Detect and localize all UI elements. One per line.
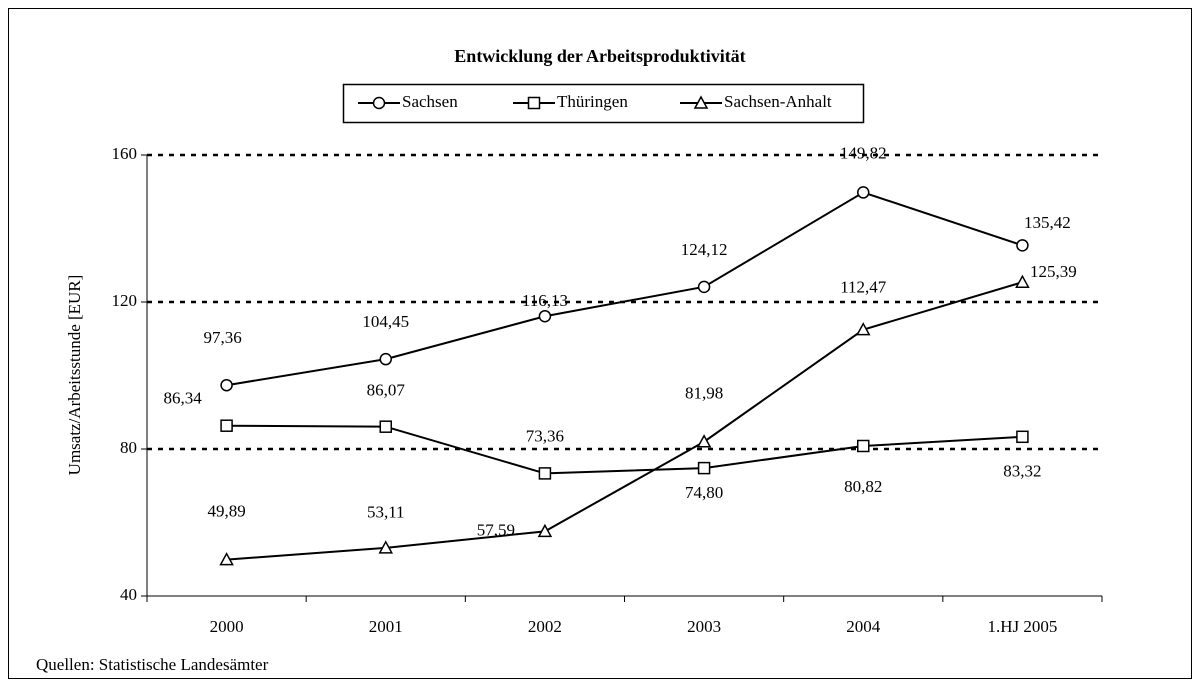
data-label: 124,12: [681, 240, 728, 259]
data-label: 49,89: [207, 502, 245, 521]
point-marker: [379, 352, 392, 366]
data-label: 149,82: [840, 143, 887, 162]
point-marker: [857, 439, 870, 453]
point-marker: [220, 378, 233, 392]
data-label: 86,07: [367, 381, 406, 400]
x-tick-label: 2004: [846, 617, 881, 636]
data-label: 81,98: [685, 384, 723, 403]
point-marker: [693, 95, 709, 109]
point-marker: [697, 280, 711, 294]
legend-label: Thüringen: [557, 92, 628, 111]
point-marker: [219, 552, 234, 566]
data-label: 125,39: [1030, 262, 1077, 281]
x-tick-label: 2001: [369, 617, 403, 636]
x-tick-label: 1.HJ 2005: [987, 617, 1057, 636]
point-marker: [1016, 239, 1029, 252]
point-marker: [1016, 430, 1029, 444]
point-marker: [696, 434, 712, 448]
data-label: 104,45: [362, 312, 409, 331]
y-axis-label: Umsatz/Arbeitsstunde [EUR]: [65, 275, 84, 476]
point-marker: [220, 419, 233, 432]
data-label: 116,13: [522, 291, 568, 310]
data-label: 73,36: [526, 426, 564, 445]
legend-label: Sachsen-Anhalt: [724, 92, 832, 111]
chart-title: Entwicklung der Arbeitsproduktivität: [454, 46, 745, 66]
series-line: [226, 191, 1023, 387]
legend-box: [342, 83, 865, 124]
legend-label: Sachsen: [402, 92, 458, 111]
point-marker: [378, 540, 394, 554]
series-line: [226, 281, 1023, 561]
data-label: 86,34: [163, 389, 202, 408]
source-note: Quellen: Statistische Landesämter: [36, 655, 269, 674]
point-marker: [1015, 274, 1030, 288]
data-label: 53,11: [367, 503, 405, 522]
data-label: 57,59: [477, 520, 515, 539]
y-tick-label: 80: [120, 438, 137, 457]
data-label: 112,47: [840, 278, 887, 297]
series-line: [226, 424, 1023, 475]
x-tick-label: 2002: [528, 617, 562, 636]
x-tick-label: 2000: [210, 617, 244, 636]
point-marker: [372, 96, 386, 110]
point-marker: [697, 461, 711, 475]
data-label: 135,42: [1024, 213, 1071, 232]
point-marker: [538, 467, 552, 480]
point-marker: [855, 322, 871, 336]
y-tick-label: 160: [112, 144, 138, 163]
point-marker: [537, 523, 553, 538]
x-tick-label: 2003: [687, 617, 721, 636]
data-label: 80,82: [844, 477, 882, 496]
data-label: 83,32: [1003, 462, 1041, 481]
point-marker: [857, 186, 870, 199]
point-marker: [538, 309, 552, 323]
point-marker: [527, 96, 541, 110]
data-label: 97,36: [203, 328, 241, 347]
point-marker: [379, 420, 392, 433]
data-label: 74,80: [685, 483, 723, 502]
y-tick-label: 120: [112, 291, 138, 310]
y-tick-label: 40: [120, 585, 137, 604]
